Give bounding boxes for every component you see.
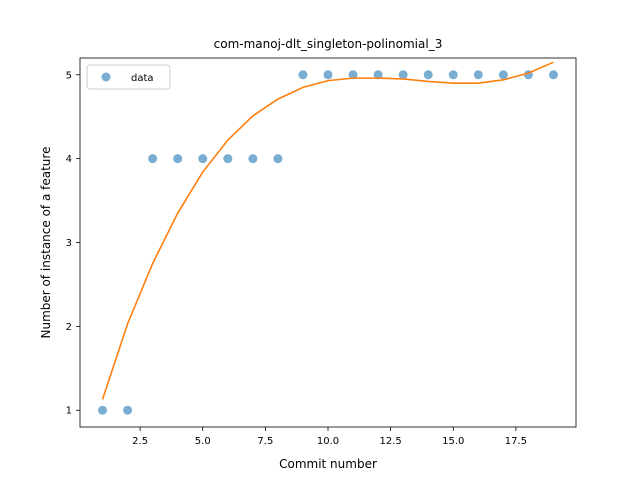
x-axis-title: Commit number [279,457,377,471]
data-point [223,154,233,164]
fit-line [101,61,554,400]
data-point [323,70,333,80]
data-point [98,405,108,415]
data-point [473,70,483,80]
x-tick-label: 17.5 [505,436,527,447]
x-tick-label: 15.0 [442,436,464,447]
y-tick-label: 2 [66,322,72,333]
data-point [448,70,458,80]
plot-area [98,61,558,415]
x-tick-label: 12.5 [379,436,401,447]
x-tick-label: 10.0 [317,436,339,447]
series-data [98,70,558,415]
data-point [273,154,283,164]
y-axis-title: Number of instance of a feature [39,147,53,339]
y-tick-label: 1 [66,406,72,417]
data-point [198,154,208,164]
legend-box [86,64,171,90]
x-axis: 2.5 5.0 7.5 10.0 12.5 15.0 17.5 [132,427,527,447]
legend: data [86,64,171,90]
y-axis: 1 2 3 4 5 [66,70,80,417]
x-tick-label: 2.5 [132,436,148,447]
data-point [373,70,383,80]
data-point [148,154,158,164]
x-tick-label: 5.0 [195,436,211,447]
data-point [298,70,308,80]
data-point [348,70,358,80]
data-point [498,70,508,80]
y-tick-label: 4 [66,154,72,165]
legend-marker-data [101,72,111,82]
chart-title: com-manoj-dlt_singleton-polinomial_3 [214,37,443,51]
y-tick-label: 3 [66,238,72,249]
data-point [548,70,558,80]
data-point [248,154,258,164]
x-tick-label: 7.5 [257,436,273,447]
data-point [173,154,183,164]
data-point [398,70,408,80]
y-tick-label: 5 [66,70,72,81]
legend-label-data: data [131,73,154,84]
data-point [123,405,133,415]
data-point [423,70,433,80]
